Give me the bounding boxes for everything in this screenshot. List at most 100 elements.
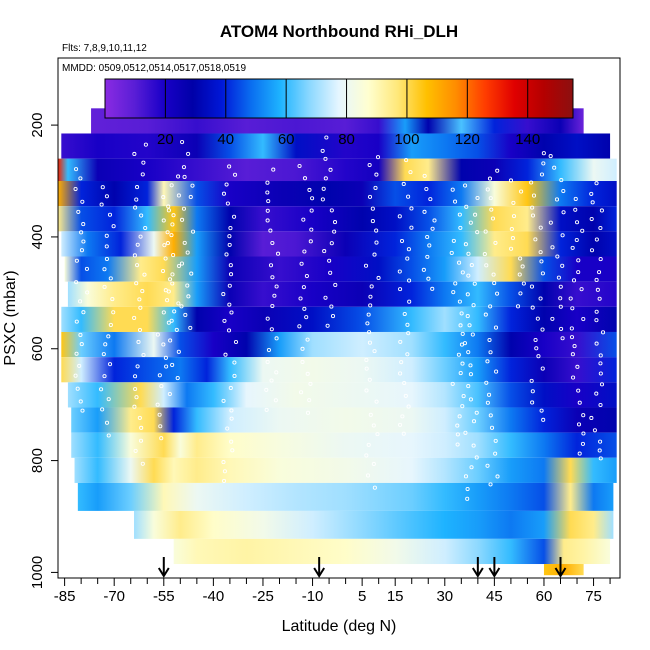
sample-marker [186,151,191,156]
sample-marker [265,208,270,213]
sample-marker [581,413,586,418]
sample-markers [73,135,606,501]
sample-marker [322,249,327,254]
sample-marker [577,451,582,456]
sample-marker [309,208,314,213]
sample-marker [137,327,143,333]
sample-marker [155,402,160,407]
sample-marker [509,226,514,232]
sample-marker [560,336,565,341]
sample-marker [170,222,175,227]
sample-marker [494,369,499,374]
sample-marker [468,363,473,368]
y-axis-label: PSXC (mbar) [2,270,19,365]
sample-marker [554,197,560,202]
sample-marker [141,352,146,358]
sample-marker [493,438,498,443]
y-tick-label: 200 [29,113,46,138]
sample-marker [333,282,338,288]
sample-marker [222,469,227,474]
sample-marker [135,242,140,247]
sample-marker [74,319,79,324]
sample-marker [108,322,113,327]
sample-marker [76,209,81,214]
sample-marker [370,206,375,211]
sample-marker [540,327,545,332]
sample-marker [402,380,407,386]
sample-marker [329,241,334,246]
y-tick-label: 800 [29,448,46,473]
sample-marker [538,225,543,230]
sample-marker [599,382,605,387]
sample-marker [371,423,376,428]
sample-marker [406,194,411,199]
sample-marker [139,425,144,430]
sample-marker [463,474,469,479]
sample-marker [398,371,403,376]
sample-marker [157,373,162,378]
sample-marker [329,304,334,309]
sample-marker [538,250,543,255]
sample-marker [73,186,78,192]
sample-marker [158,424,163,429]
sample-marker [161,195,166,200]
sample-marker [541,151,546,156]
sample-marker [132,404,137,409]
sample-marker [182,174,187,180]
sample-marker [297,324,302,329]
sample-marker [270,240,275,246]
sample-marker [304,315,309,320]
sample-marker [589,248,595,253]
colorbar-tick-label: 60 [278,131,295,148]
heatmap-layer [61,306,617,332]
x-tick-label: 15 [387,588,404,605]
plot-frame [57,57,621,579]
sample-marker [372,349,377,354]
sample-marker [171,213,176,218]
sample-marker [574,220,580,225]
sample-marker [180,217,185,222]
heatmap-layer [77,482,614,511]
sample-marker [170,281,175,286]
sample-marker [594,277,599,283]
sample-marker [457,414,462,419]
colorbar-ticks: 20 40 60 80 100 120 140 [157,79,540,148]
sample-marker [302,176,308,181]
x-tick-label: -25 [252,588,274,605]
sample-marker [111,310,116,315]
sample-marker [179,261,185,266]
sample-marker [104,194,109,199]
sample-marker [228,272,234,277]
sample-marker [305,371,310,376]
sample-marker [552,165,557,170]
sample-marker [229,408,234,413]
sample-marker [107,362,113,367]
sample-marker [600,330,606,335]
sample-marker [265,190,270,195]
sample-marker [463,242,468,247]
sample-marker [466,251,471,256]
sample-marker [404,158,409,163]
sample-marker [300,359,305,365]
colorbar-tick-label: 80 [338,131,355,148]
sample-marker [594,318,599,323]
sample-marker [363,263,369,268]
sample-marker [530,213,536,218]
sample-marker [580,228,585,233]
sample-marker [472,281,477,286]
sample-marker [589,415,594,421]
sample-marker [368,412,373,417]
heatmap-layer [58,158,617,182]
sample-marker [85,290,90,295]
sample-marker [597,448,602,453]
sample-marker [181,206,187,211]
sample-marker [400,414,405,419]
sample-marker [450,187,455,192]
sample-marker [159,436,164,441]
sample-marker [266,199,271,204]
sample-marker [74,280,79,285]
sample-marker [539,172,545,177]
sample-marker [367,194,373,199]
sample-marker [143,142,148,147]
sample-marker [464,204,469,209]
